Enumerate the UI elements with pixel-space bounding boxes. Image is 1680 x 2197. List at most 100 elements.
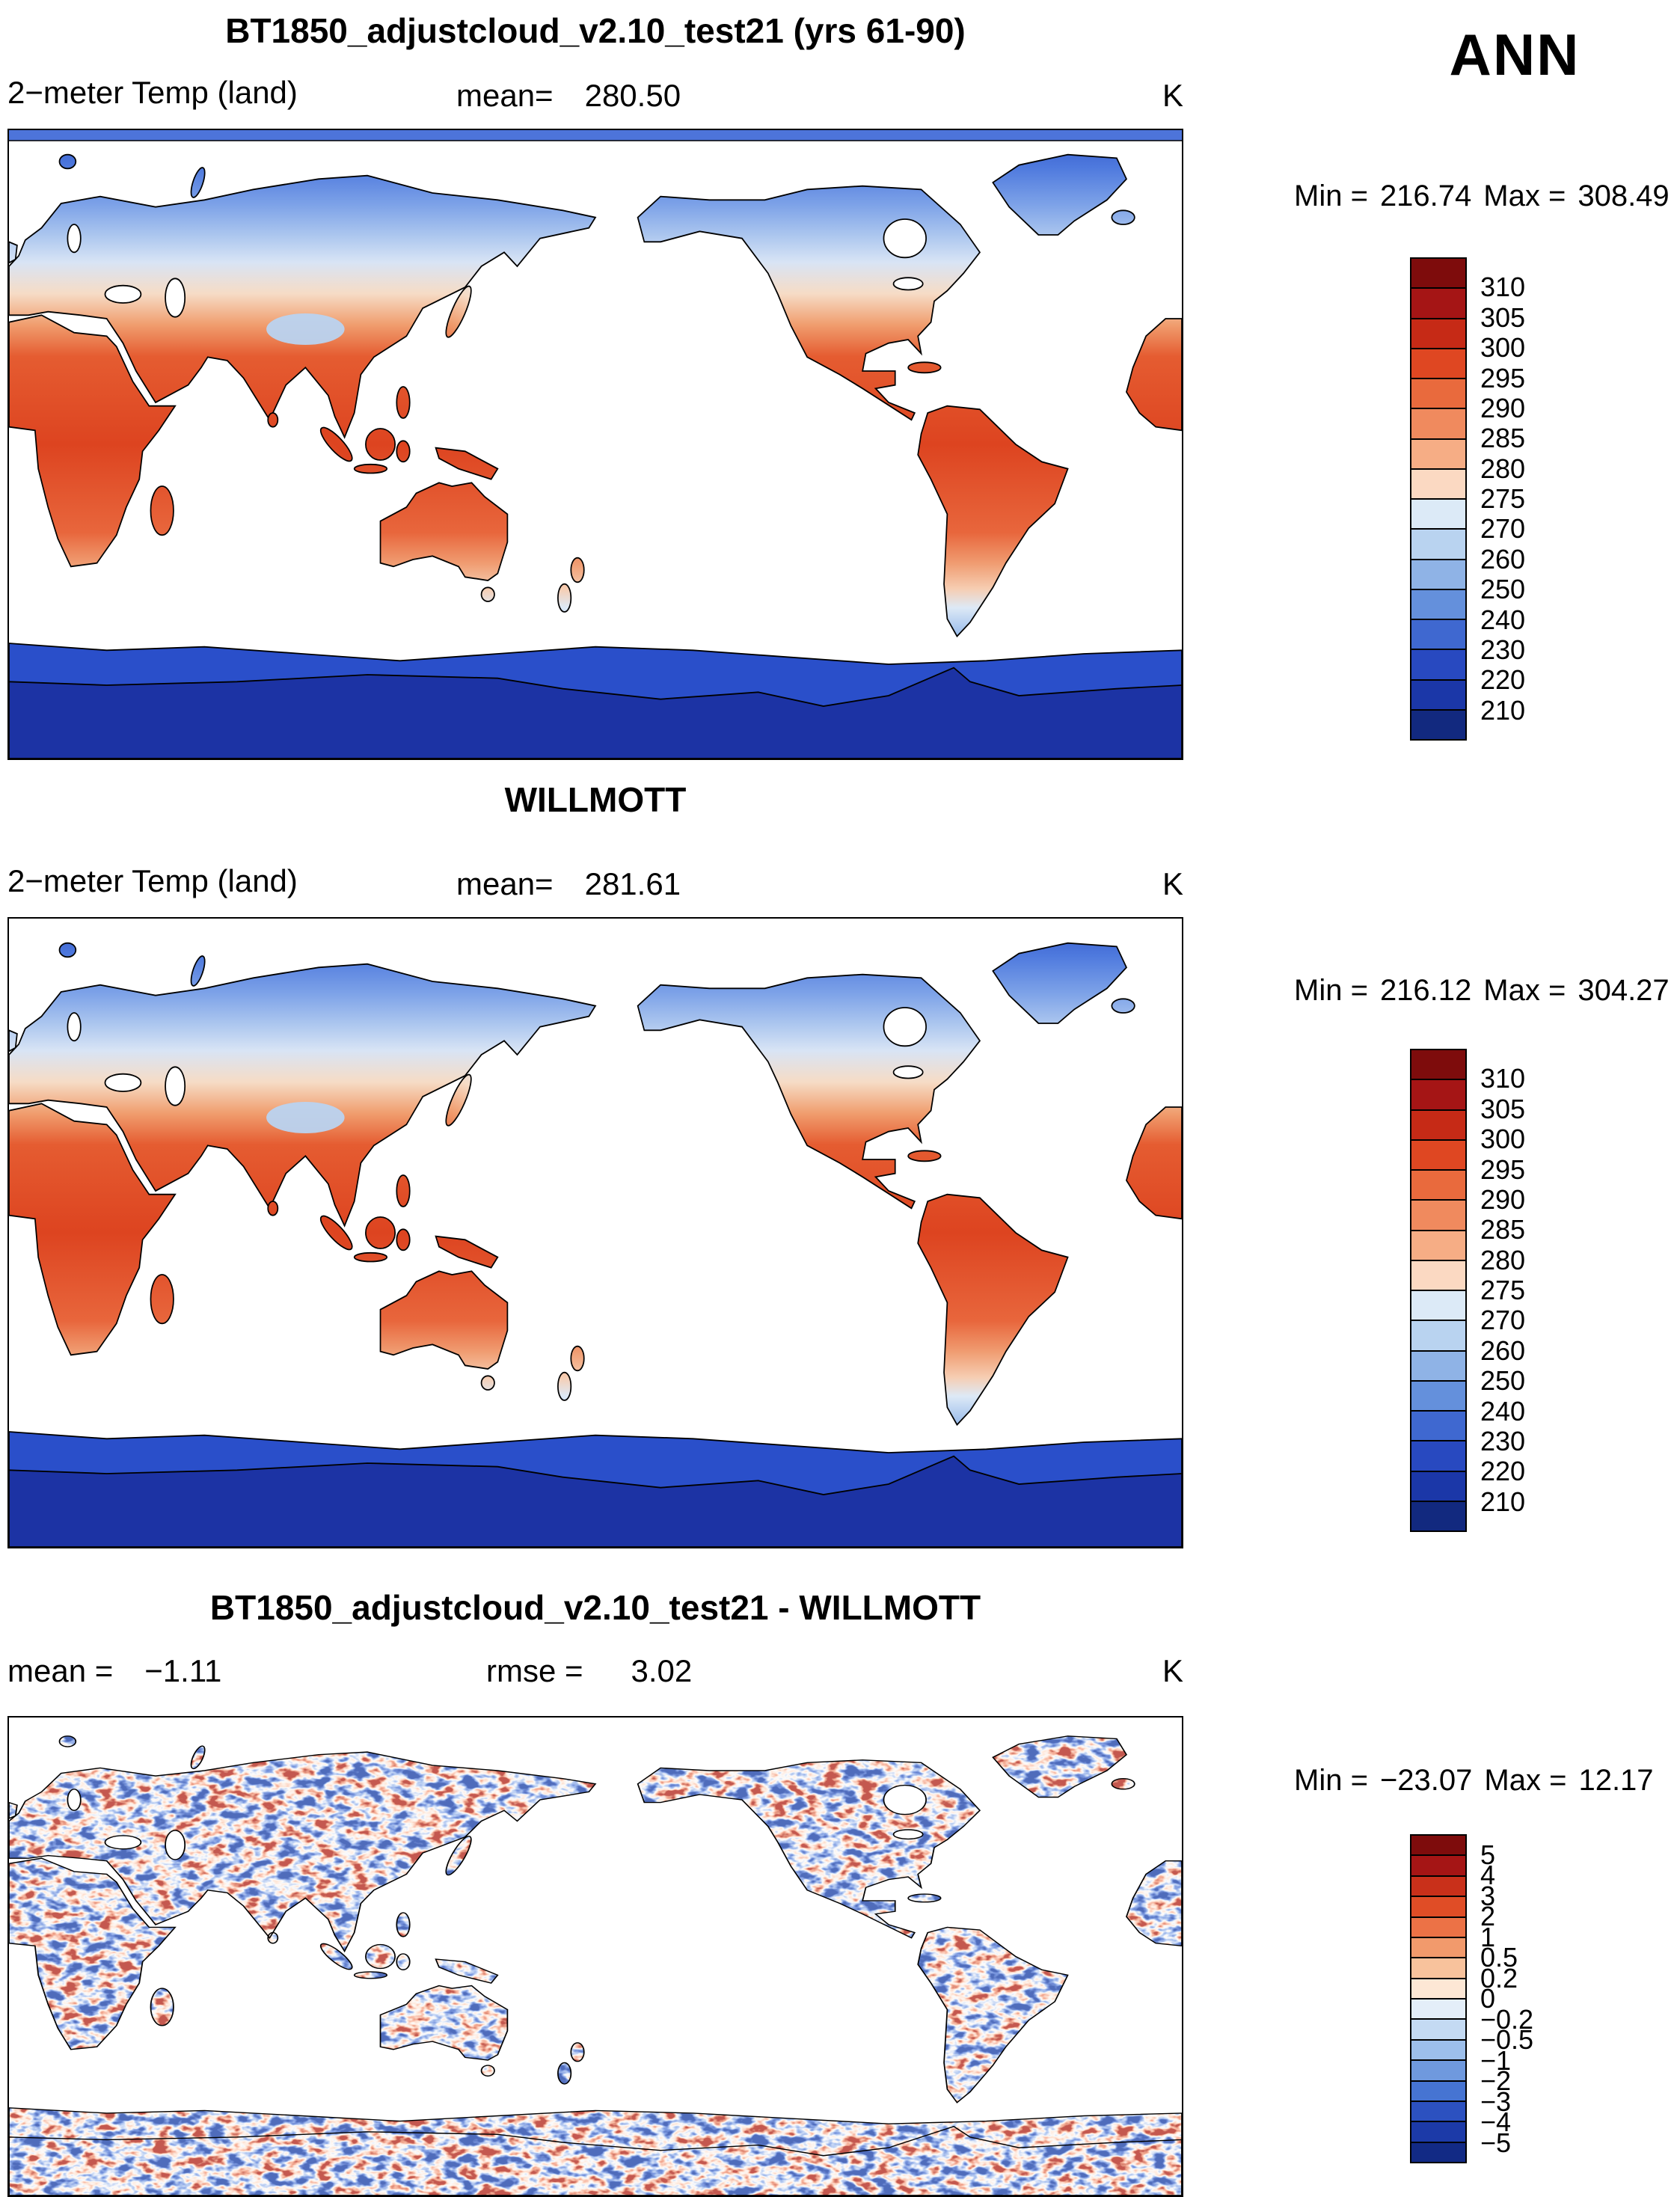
- mean-value: 280.50: [584, 78, 681, 113]
- colorbar-segment: [1411, 1260, 1465, 1291]
- colorbar-tick-label: −3: [1480, 2086, 1512, 2117]
- colorbar-tick-label: 4: [1480, 1860, 1496, 1890]
- mean-label: mean=: [456, 78, 554, 113]
- colorbar-tick-label: 3: [1480, 1880, 1496, 1911]
- colorbar-tick-label: 230: [1480, 1425, 1526, 1456]
- panel-model-mean: mean= 280.50: [456, 78, 681, 114]
- colorbar-segment: [1411, 1836, 1465, 1857]
- panel-diff-title: BT1850_adjustcloud_v2.10_test21 - WILLMO…: [209, 1588, 981, 1627]
- rmse-label: rmse =: [486, 1653, 583, 1688]
- colorbar-tick-label: 300: [1480, 332, 1526, 364]
- mean-label: mean=: [456, 866, 554, 901]
- colorbar-tick-label: 0: [1480, 1983, 1496, 2014]
- colorbar-segment: [1411, 259, 1465, 289]
- colorbar-tick-label: −0.5: [1480, 2024, 1534, 2055]
- colorbar-tick-label: 300: [1480, 1124, 1526, 1155]
- arctic-ice-strip: [9, 130, 1182, 141]
- colorbar-segment: [1411, 1321, 1465, 1352]
- colorbar-tick-label: 5: [1480, 1839, 1496, 1870]
- colorbar-segment: [1411, 379, 1465, 410]
- colorbar-segment: [1411, 289, 1465, 319]
- colorbar-segment: [1411, 409, 1465, 440]
- tibet-cold-patch: [266, 1102, 345, 1133]
- colorbar-segment: [1411, 1140, 1465, 1171]
- colorbar-segment: [1411, 1231, 1465, 1261]
- map-obs: [7, 917, 1183, 1548]
- colorbar-segment: [1411, 1412, 1465, 1442]
- colorbar-labels: 310 305 300 295 290 285 280 275 270 260 250 240 230 2…: [1480, 257, 1600, 741]
- colorbar-segment: [1411, 2020, 1465, 2041]
- colorbar-tick-label: 285: [1480, 423, 1526, 454]
- colorbar-tick-label: 230: [1480, 634, 1526, 665]
- map-model: [7, 129, 1183, 760]
- min-value: −23.07: [1379, 1764, 1473, 1797]
- colorbar-segment: [1411, 1441, 1465, 1472]
- max-label: Max =: [1484, 1764, 1567, 1797]
- colorbar-segment: [1411, 2081, 1465, 2102]
- colorbar-tick-label: 285: [1480, 1214, 1526, 1245]
- colorbar-segment: [1411, 439, 1465, 470]
- colorbar-tick-label: 260: [1480, 1335, 1526, 1366]
- colorbar-segment: [1411, 1080, 1465, 1111]
- mean-value: 281.61: [584, 866, 681, 901]
- colorbar-tick-label: 290: [1480, 1183, 1526, 1215]
- colorbar-segment: [1411, 1471, 1465, 1502]
- colorbar-tick-label: 220: [1480, 1456, 1526, 1487]
- max-value: 304.27: [1578, 974, 1670, 1007]
- map-diff: [7, 1716, 1183, 2197]
- colorbar-segment: [1411, 1501, 1465, 1530]
- colorbar-segment: [1411, 680, 1465, 711]
- colorbar-segment: [1411, 710, 1465, 739]
- colorbar-tick-label: 280: [1480, 1244, 1526, 1275]
- colorbar-tick-label: 275: [1480, 483, 1526, 514]
- colorbar-segment: [1411, 1979, 1465, 2000]
- colorbar-tick-label: 210: [1480, 694, 1526, 726]
- min-label: Min =: [1294, 180, 1368, 212]
- min-label: Min =: [1294, 1764, 1368, 1797]
- world-map-obs-svg: [9, 919, 1182, 1547]
- colorbar-segment: [1411, 2061, 1465, 2082]
- colorbar-obs: 310 305 300 295 290 285 280 275 270 260 250 240 230 2…: [1410, 1049, 1525, 1532]
- colorbar-segment: [1411, 2142, 1465, 2162]
- min-label: Min =: [1294, 974, 1368, 1007]
- colorbar-labels: 310 305 300 295 290 285 280 275 270 260 250 240 230 2…: [1480, 1049, 1600, 1532]
- colorbar-segments: [1410, 1834, 1467, 2163]
- colorbar-segment: [1411, 500, 1465, 530]
- colorbar-tick-label: 0.2: [1480, 1962, 1518, 1994]
- colorbar-tick-label: 0.5: [1480, 1942, 1518, 1973]
- panel-diff-mean: mean = −1.11: [7, 1653, 221, 1689]
- min-value: 216.12: [1379, 974, 1472, 1007]
- colorbar-tick-label: −2: [1480, 2065, 1512, 2096]
- panel-obs-field-label: 2−meter Temp (land): [7, 863, 298, 898]
- colorbar-segment: [1411, 1897, 1465, 1918]
- colorbar-tick-label: 240: [1480, 604, 1526, 635]
- panel-model-field-label: 2−meter Temp (land): [7, 75, 298, 110]
- colorbar-tick-label: 270: [1480, 1305, 1526, 1336]
- colorbar-segment: [1411, 620, 1465, 651]
- colorbar-tick-label: −5: [1480, 2127, 1512, 2158]
- colorbar-segment: [1411, 2000, 1465, 2020]
- max-label: Max =: [1483, 974, 1566, 1007]
- panel-obs-mean: mean= 281.61: [456, 866, 681, 902]
- colorbar-segment: [1411, 1381, 1465, 1412]
- colorbar-tick-label: 220: [1480, 664, 1526, 696]
- colorbar-tick-label: 275: [1480, 1275, 1526, 1305]
- panel-diff-units: K: [1162, 1653, 1183, 1688]
- colorbar-tick-label: 295: [1480, 362, 1526, 393]
- colorbar-tick-label: 295: [1480, 1153, 1526, 1185]
- colorbar-segment: [1411, 2101, 1465, 2123]
- colorbar-segment: [1411, 1856, 1465, 1877]
- rmse-value: 3.02: [631, 1653, 693, 1688]
- colorbar-segment: [1411, 589, 1465, 620]
- colorbar-segments: [1410, 257, 1467, 741]
- colorbar-segment: [1411, 1050, 1465, 1081]
- colorbar-segment: [1411, 1291, 1465, 1322]
- colorbar-tick-label: 280: [1480, 453, 1526, 484]
- panel-diff-rmse: rmse = 3.02: [486, 1653, 692, 1689]
- colorbar-segment: [1411, 319, 1465, 349]
- colorbar-segment: [1411, 469, 1465, 500]
- colorbar-segment: [1411, 1201, 1465, 1231]
- colorbar-segment: [1411, 1110, 1465, 1141]
- colorbar-segment: [1411, 349, 1465, 379]
